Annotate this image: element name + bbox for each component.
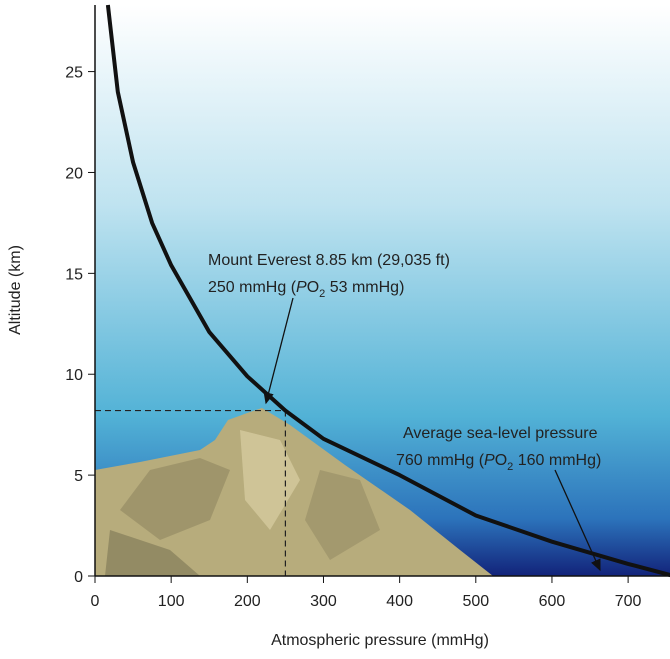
- mountain: [95, 408, 493, 576]
- x-tick-label: 100: [158, 593, 185, 610]
- x-tick-label: 400: [386, 593, 413, 610]
- annotation: 250 mmHg (PO2 53 mmHg): [208, 279, 404, 300]
- annotation-part: 760 mmHg (: [396, 452, 485, 469]
- y-tick-label: 0: [74, 569, 83, 586]
- annotation-part: O: [307, 279, 319, 296]
- annotation-part: Mount Everest 8.85 km (29,035 ft): [208, 252, 450, 269]
- annotation: Average sea-level pressure: [403, 425, 598, 442]
- annotation-part: 160 mmHg): [513, 452, 601, 469]
- x-tick-label: 500: [462, 593, 489, 610]
- annotation: 760 mmHg (PO2 160 mmHg): [396, 452, 601, 473]
- x-tick-label: 200: [234, 593, 261, 610]
- x-tick-label: 0: [91, 593, 100, 610]
- annotation-arrow: [263, 297, 294, 405]
- annotation-part: O: [495, 452, 507, 469]
- y-axis-title: Altitude (km): [7, 245, 24, 335]
- x-tick-label: 300: [310, 593, 337, 610]
- y-tick-label: 5: [74, 468, 83, 485]
- annotation-part: 2: [319, 288, 325, 300]
- annotation-part: P: [296, 279, 307, 296]
- y-tick-label: 25: [65, 65, 83, 82]
- x-tick-label: 700: [615, 593, 642, 610]
- annotation-part: 2: [507, 461, 513, 473]
- annotation-part: 53 mmHg): [325, 279, 404, 296]
- annotation-part: Average sea-level pressure: [403, 425, 598, 442]
- annotation-part: 250 mmHg (: [208, 279, 297, 296]
- annotation-arrow: [554, 469, 601, 572]
- annotation-part: P: [484, 452, 495, 469]
- annotation: Mount Everest 8.85 km (29,035 ft): [208, 252, 450, 269]
- x-tick-label: 600: [539, 593, 566, 610]
- y-tick-label: 10: [65, 367, 83, 384]
- y-tick-label: 20: [65, 165, 83, 182]
- x-axis-title: Atmospheric pressure (mmHg): [271, 632, 489, 649]
- y-tick-label: 15: [65, 266, 83, 283]
